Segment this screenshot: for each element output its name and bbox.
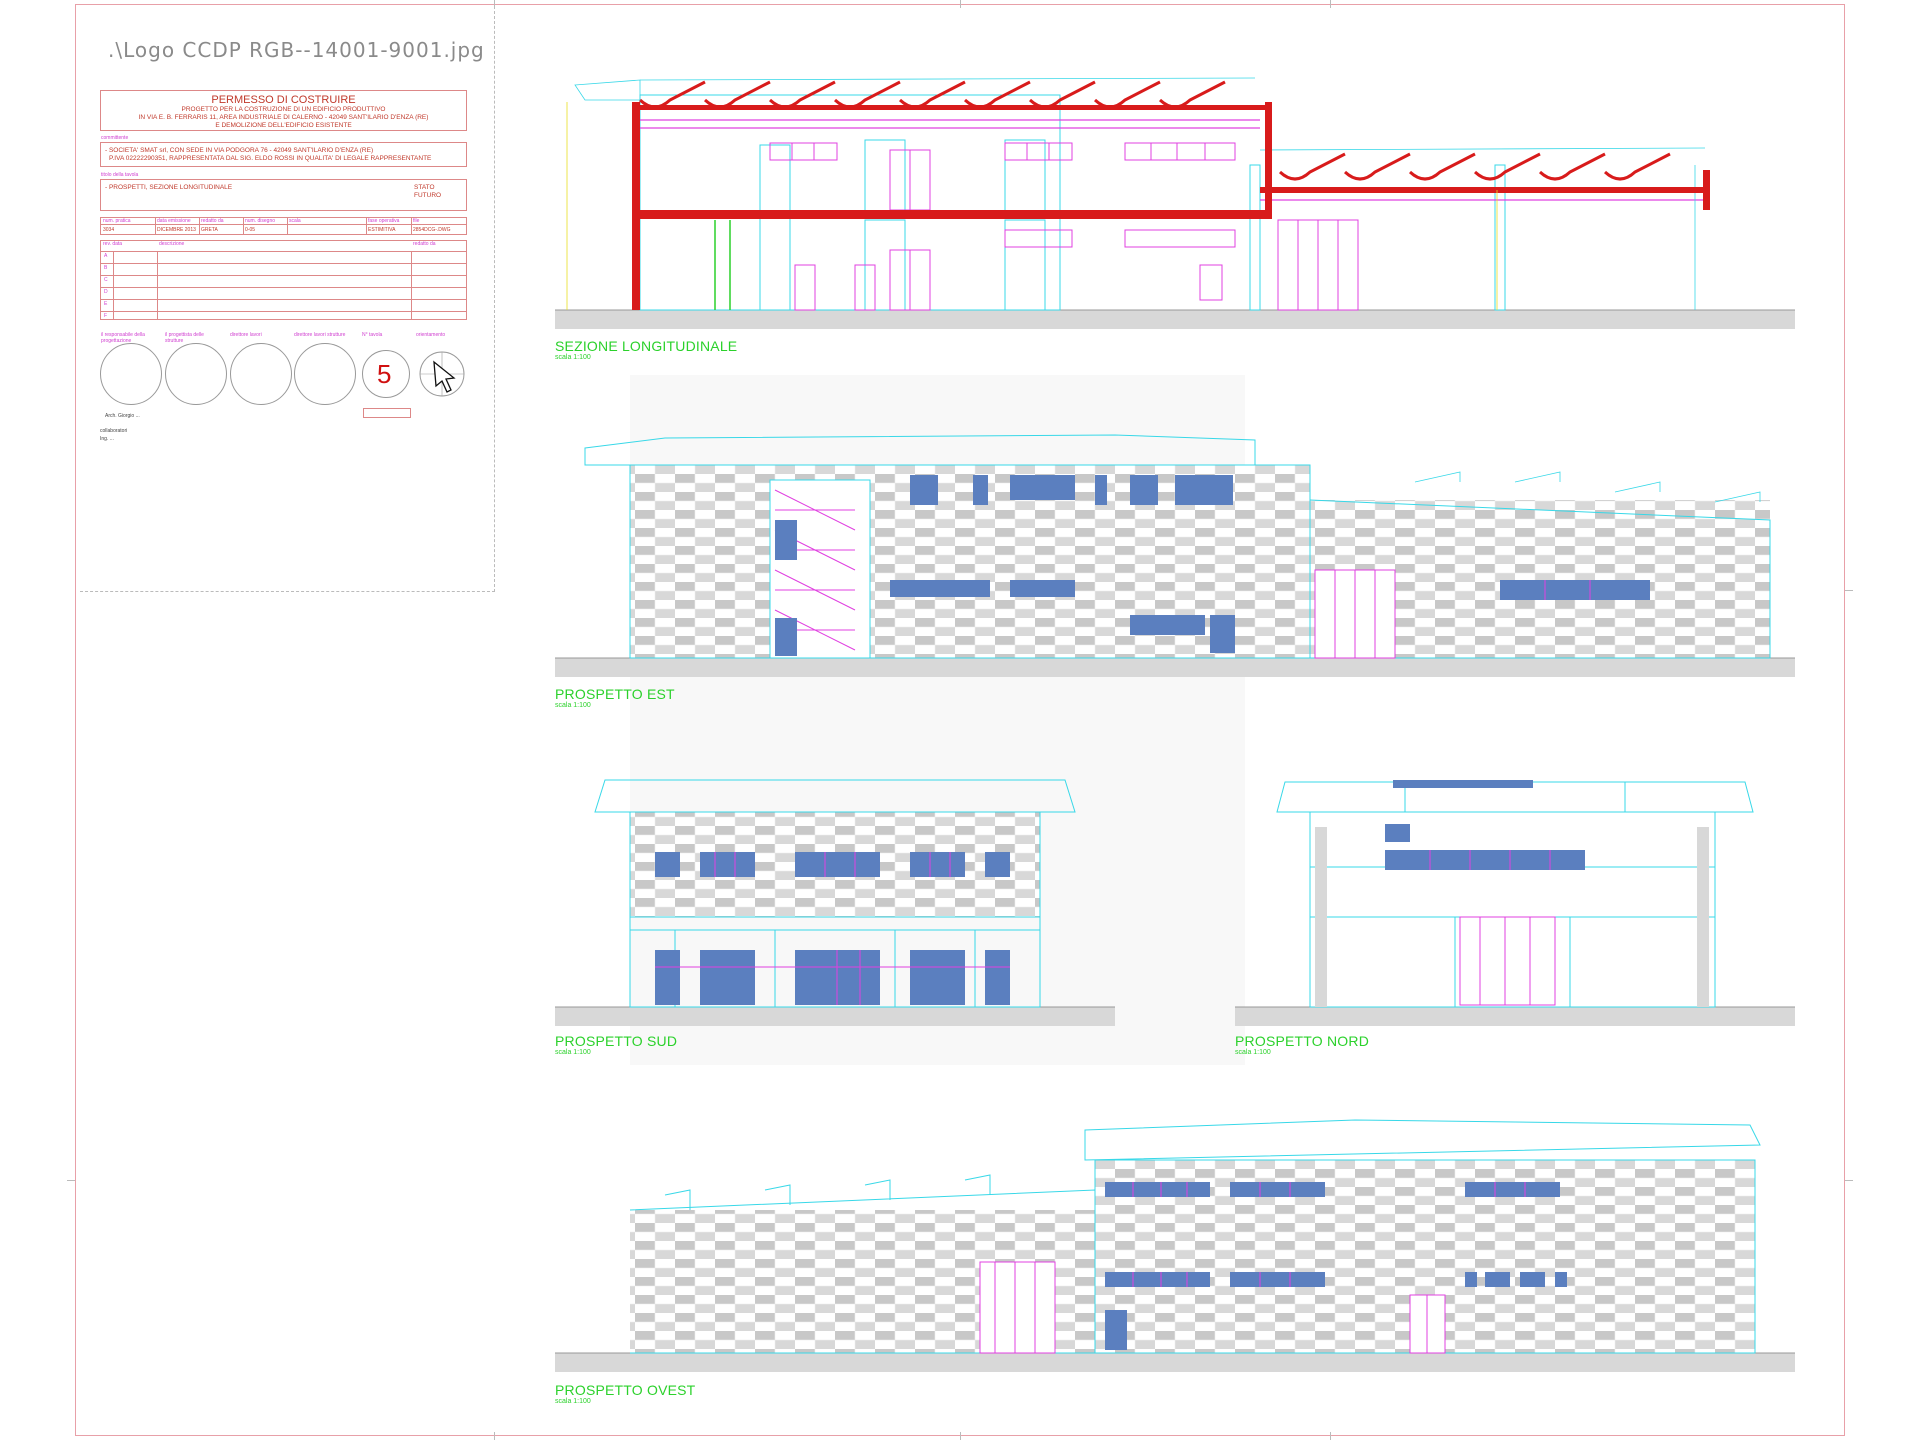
info-value: ESTIMITIVA — [368, 227, 396, 233]
signature-label: N° tavola — [362, 332, 383, 338]
collaborators-label: collaboratori — [100, 428, 128, 434]
client-box: - SOCIETA' SMAT srl, CON SEDE IN VIA POD… — [100, 142, 467, 167]
info-header: scala — [289, 218, 301, 224]
drawing-scale: scala 1:100 — [555, 354, 591, 361]
frame-tick — [67, 1180, 75, 1181]
title-block — [80, 6, 495, 592]
content-box: - PROSPETTI, SEZIONE LONGITUDINALE STATO… — [100, 179, 467, 211]
info-header: file — [413, 218, 420, 224]
frame-tick — [1330, 1432, 1331, 1440]
drawing-title: SEZIONE LONGITUDINALE — [555, 338, 738, 354]
permit-subtitle: E DEMOLIZIONE DELL'EDIFICIO ESISTENTE — [215, 122, 352, 129]
sheet-number-box — [363, 408, 411, 418]
rev-row: E — [104, 301, 108, 307]
north-elevation-drawing — [1235, 780, 1795, 1026]
drawing-title: PROSPETTO SUD — [555, 1033, 678, 1049]
frame-tick — [1845, 590, 1853, 591]
permit-subtitle: PROGETTO PER LA COSTRUZIONE DI UN EDIFIC… — [181, 106, 386, 113]
rev-row: A — [104, 253, 108, 259]
signature-label: orientamento — [416, 332, 446, 338]
rev-header: descrizione — [159, 241, 185, 247]
info-header: data emissione — [157, 218, 191, 224]
north-arrow-icon — [419, 351, 465, 397]
info-header: redatto da — [201, 218, 224, 224]
drawing-title: PROSPETTO EST — [555, 686, 675, 702]
drawing-scale: scala 1:100 — [555, 1398, 591, 1405]
stamp-circle — [294, 343, 356, 405]
rev-row: C — [104, 277, 108, 283]
section-drawing — [555, 77, 1795, 329]
frame-tick — [494, 0, 495, 8]
collaborator-name: Ing. ... — [100, 436, 114, 442]
sheet-number: 5 — [377, 359, 392, 389]
designer-name: Arch. Giorgio ... — [105, 413, 140, 419]
info-header: fase operativa — [368, 218, 400, 224]
info-value: GRETA — [201, 227, 218, 233]
rev-row: B — [104, 265, 108, 271]
drawing-title: PROSPETTO OVEST — [555, 1382, 696, 1398]
info-header: num. disegno — [245, 218, 276, 224]
info-row: num. pratica data emissione redatto da n… — [100, 217, 467, 235]
info-value: 0-05 — [245, 227, 256, 233]
frame-tick — [960, 1432, 961, 1440]
content-label: titolo della tavola — [101, 172, 139, 178]
revisions-table: rev. data descrizione redatto da A B C D… — [100, 240, 467, 320]
drawing-scale: scala 1:100 — [555, 1049, 591, 1056]
permit-title: PERMESSO DI COSTRUIRE — [211, 94, 356, 106]
permit-box: PERMESSO DI COSTRUIRE PROGETTO PER LA CO… — [100, 90, 467, 131]
stamp-circle — [165, 343, 227, 405]
signature-label: direttore lavori — [230, 332, 262, 338]
drawing-title: PROSPETTO NORD — [1235, 1033, 1370, 1049]
stamp-circle — [100, 343, 162, 405]
info-value: 2854DCG-.DWG — [413, 227, 451, 233]
south-elevation-drawing — [555, 779, 1115, 1026]
state-label: FUTURO — [414, 192, 442, 199]
signature-label: direttore lavori strutture — [294, 332, 346, 338]
frame-tick — [1330, 0, 1331, 8]
logo-placeholder: .\Logo CCDP RGB--14001-9001.jpg — [108, 38, 485, 62]
client-line: P.IVA 02222290351, RAPPRESENTATA DAL SIG… — [109, 155, 432, 162]
stamp-circle — [230, 343, 292, 405]
signature-label: il progettista delle strutture — [165, 332, 204, 344]
rev-row: D — [104, 289, 108, 295]
content-text: - PROSPETTI, SEZIONE LONGITUDINALE — [105, 184, 233, 191]
drawing-scale: scala 1:100 — [555, 702, 591, 709]
frame-tick — [494, 1432, 495, 1440]
drawing-scale: scala 1:100 — [1235, 1049, 1271, 1056]
rev-header: redatto da — [413, 241, 436, 247]
signature-label: il responsabile della progettazione — [101, 332, 145, 344]
frame-tick — [1845, 1180, 1853, 1181]
rev-row: F — [104, 313, 108, 319]
client-line: - SOCIETA' SMAT srl, CON SEDE IN VIA POD… — [105, 147, 374, 154]
frame-tick — [960, 0, 961, 8]
rev-header: rev. data — [103, 241, 123, 247]
state-label: STATO — [414, 184, 435, 191]
client-label: committente — [101, 135, 129, 141]
permit-subtitle: IN VIA E. B. FERRARIS 11, AREA INDUSTRIA… — [138, 114, 429, 121]
sheet-number-circle — [362, 350, 410, 398]
info-value: DICEMBRE 2013 — [157, 227, 196, 233]
east-elevation-drawing — [555, 434, 1795, 677]
info-header: num. pratica — [103, 218, 131, 224]
info-value: 3034 — [103, 227, 115, 233]
west-elevation-drawing — [555, 1119, 1795, 1372]
